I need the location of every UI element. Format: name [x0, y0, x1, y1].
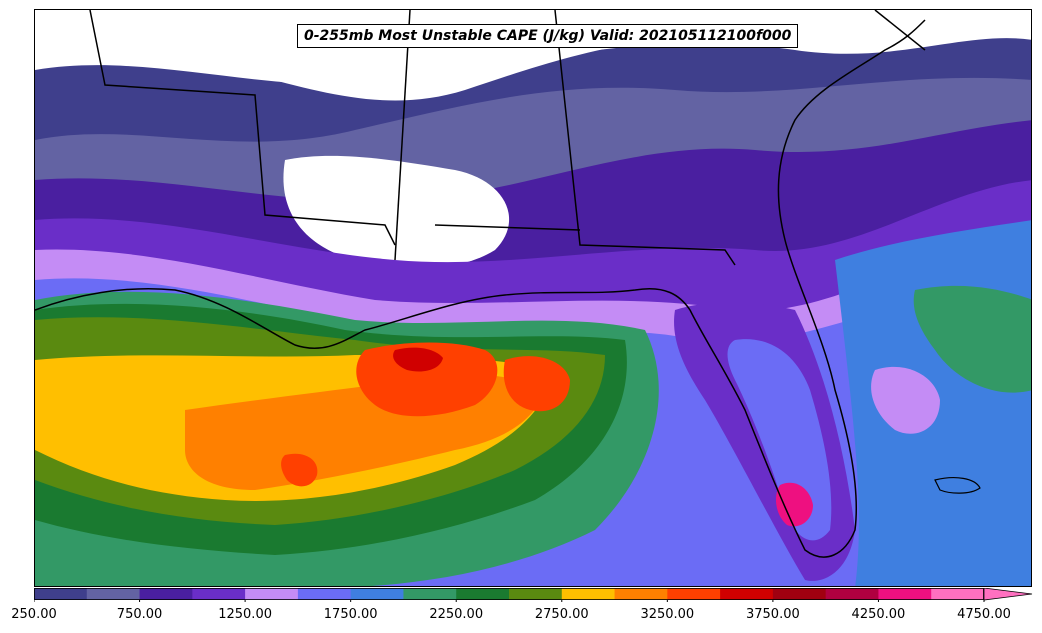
- atlantic-cape-2250: [913, 285, 1031, 393]
- state-border-5: [434, 224, 581, 231]
- colorbar-segment: [297, 588, 352, 600]
- colorbar-extend-arrow: [983, 588, 1033, 601]
- cape-band-3500c: [281, 453, 318, 487]
- colorbar-segment: [878, 588, 932, 600]
- state-border-4: [874, 10, 926, 51]
- colorbar-tick-label: 1250.00: [218, 607, 272, 622]
- cape-band-3500: [356, 342, 498, 417]
- colorbar-tick-label: 1750.00: [323, 607, 378, 622]
- colorbar-segment: [720, 588, 774, 600]
- colorbar-segment: [86, 588, 141, 600]
- bahamas-outline: [934, 477, 981, 494]
- colorbar-segment: [139, 588, 193, 600]
- colorbar-tick-label: 2250.00: [429, 607, 484, 622]
- colorbar-segment: [772, 588, 827, 600]
- colorbar-segment: [34, 588, 88, 600]
- state-border-2: [394, 10, 411, 261]
- coastline: [35, 19, 926, 558]
- cape-band-3750: [393, 347, 443, 372]
- no-cape-hole-1: [283, 155, 510, 269]
- colorbar-tick-label: 3750.00: [745, 607, 800, 622]
- colorbar-segment: [509, 588, 563, 600]
- colorbar-segment: [192, 588, 246, 600]
- colorbar-segment: [931, 588, 985, 600]
- cape-map: [35, 10, 1031, 586]
- colorbar-segment: [456, 588, 510, 600]
- colorbar-tick-label: 3250.00: [640, 607, 695, 622]
- colorbar-segment: [825, 588, 879, 600]
- colorbar-tick-label: 250.00: [11, 607, 57, 622]
- cape-band-3500b: [503, 356, 570, 412]
- colorbar-segment: [350, 588, 404, 600]
- colorbar-border: [34, 588, 984, 600]
- colorbar: [34, 588, 1033, 602]
- colorbar-segment: [403, 588, 457, 600]
- map-title: 0-255mb Most Unstable CAPE (J/kg) Valid:…: [297, 24, 799, 48]
- colorbar-tick-label: 4750.00: [957, 607, 1011, 622]
- colorbar-tick-label: 750.00: [116, 607, 163, 622]
- colorbar-tick-label: 2750.00: [534, 607, 589, 622]
- colorbar-segment: [667, 588, 721, 600]
- atlantic-cape-1250: [871, 366, 940, 434]
- state-border-1: [89, 10, 396, 246]
- colorbar-segment: [561, 588, 616, 600]
- map-panel: 0-255mb Most Unstable CAPE (J/kg) Valid:…: [34, 9, 1032, 587]
- colorbar-segment: [614, 588, 668, 600]
- florida-cape-hot: [775, 482, 813, 527]
- state-border-3: [554, 10, 736, 266]
- colorbar-tick-label: 4250.00: [851, 607, 906, 622]
- colorbar-segment: [245, 588, 299, 600]
